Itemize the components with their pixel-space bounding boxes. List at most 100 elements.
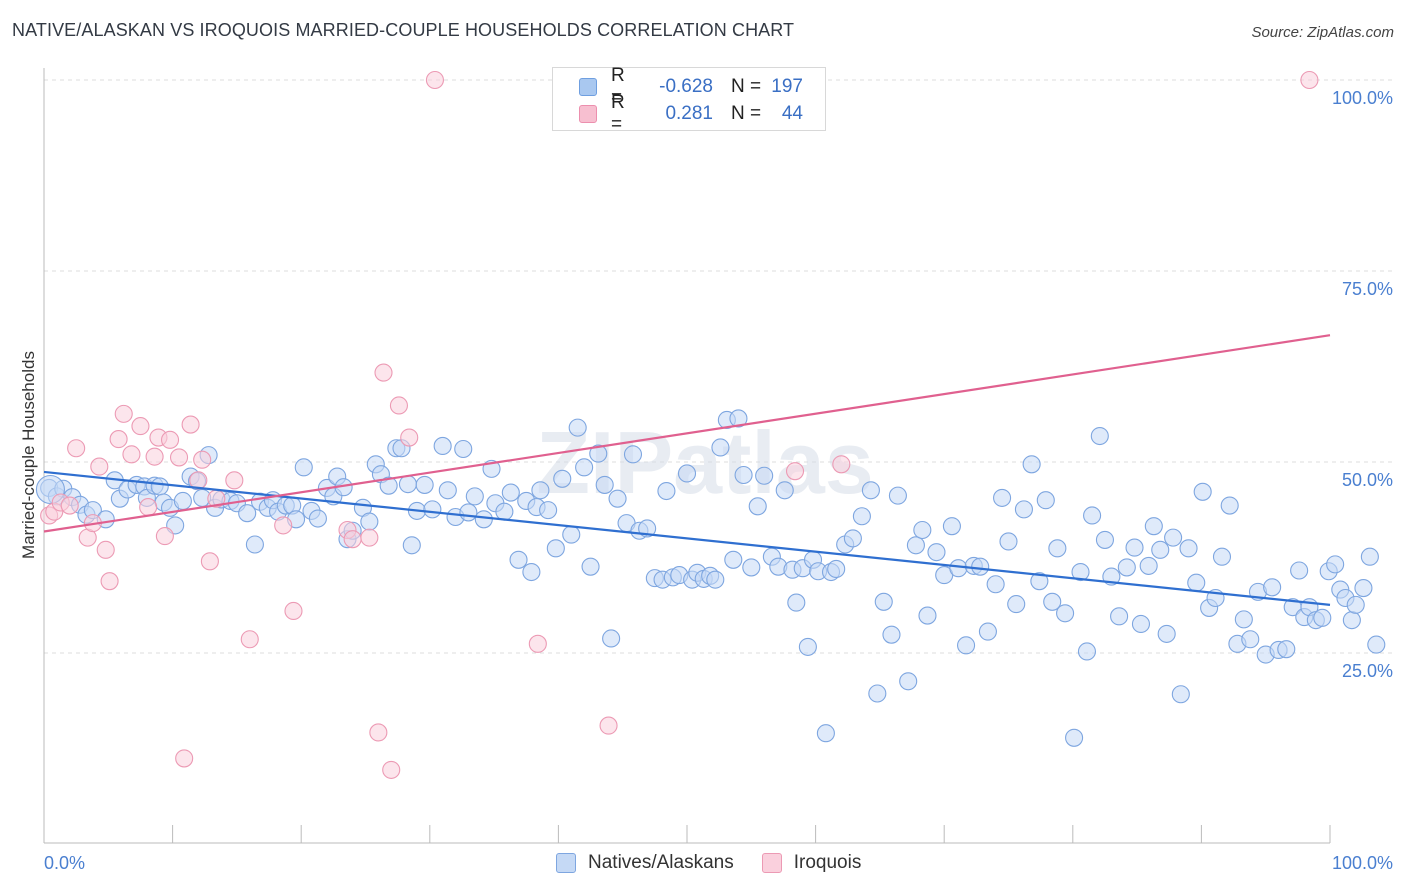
point-iroquois (60, 496, 79, 515)
point-natives (734, 465, 753, 485)
axes (43, 68, 1331, 844)
point-natives (360, 512, 379, 531)
point-natives (1077, 642, 1096, 661)
point-natives (238, 504, 257, 523)
x-tick-label: 0.0% (44, 853, 85, 873)
point-natives (724, 550, 743, 569)
legend-swatch-natives (579, 78, 597, 96)
point-natives (465, 487, 484, 506)
point-iroquois (785, 462, 805, 481)
point-natives (748, 497, 767, 516)
point-natives (568, 418, 587, 437)
point-iroquois (145, 447, 164, 466)
point-iroquois (200, 552, 219, 571)
stats-legend: R = -0.628 N = 197 R = 0.281 N = 44 (552, 65, 826, 135)
point-natives (1187, 573, 1206, 592)
point-natives (602, 629, 621, 648)
point-natives (581, 557, 600, 576)
point-iroquois (599, 716, 618, 735)
point-natives (1048, 539, 1067, 558)
point-natives (918, 606, 937, 625)
point-natives (843, 529, 862, 548)
point-natives (623, 445, 643, 464)
point-iroquois (389, 396, 408, 415)
point-iroquois (400, 428, 419, 447)
point-iroquois (96, 540, 115, 559)
point-natives (798, 637, 817, 656)
point-natives (509, 550, 528, 569)
point-natives (711, 438, 730, 457)
point-natives (398, 475, 417, 494)
point-natives (415, 475, 434, 494)
point-natives (1193, 482, 1212, 501)
point-natives (888, 486, 907, 505)
point-iroquois (139, 498, 158, 517)
point-iroquois (1300, 70, 1319, 90)
legend-item-iroquois[interactable]: Iroquois (761, 852, 862, 874)
legend-row-iroquois: R = 0.281 N = 44 (579, 92, 803, 135)
point-natives (882, 625, 901, 644)
point-natives (1241, 630, 1260, 649)
point-natives (1354, 579, 1373, 598)
legend-item-natives[interactable]: Natives/Alaskans (556, 852, 734, 874)
point-natives (993, 488, 1012, 507)
point-natives (1220, 496, 1239, 515)
legend-n-value: 44 (781, 103, 803, 124)
point-natives (816, 724, 835, 743)
point-natives (501, 483, 520, 502)
point-natives (1125, 538, 1144, 557)
point-natives (562, 525, 581, 544)
point-natives (827, 559, 846, 579)
point-natives (1117, 558, 1136, 577)
point-iroquois (369, 723, 388, 742)
point-iroquois (160, 430, 180, 449)
point-natives (1346, 595, 1365, 614)
point-natives (1090, 426, 1109, 446)
point-natives (677, 464, 697, 483)
point-natives (459, 503, 478, 522)
point-natives (971, 557, 990, 576)
point-natives (454, 439, 473, 459)
point-natives (1083, 506, 1102, 525)
point-natives (861, 481, 880, 500)
point-natives (546, 539, 565, 558)
y-tick-label: 50.0% (1342, 470, 1393, 490)
point-natives (531, 481, 550, 500)
point-natives (1263, 578, 1282, 597)
point-iroquois (122, 445, 141, 464)
legend-label-natives: Natives/Alaskans (588, 852, 734, 873)
point-natives (775, 481, 794, 500)
series-legend: Natives/Alaskans Iroquois (556, 852, 889, 874)
point-iroquois (374, 363, 393, 382)
point-natives (402, 536, 421, 555)
chart-title: NATIVE/ALASKAN VS IROQUOIS MARRIED-COUPL… (12, 20, 795, 40)
legend-row-natives: R = -0.628 N = 197 (579, 65, 803, 108)
point-natives (1360, 547, 1379, 566)
point-iroquois (114, 404, 133, 423)
point-natives (308, 509, 327, 528)
point-natives (495, 502, 514, 521)
point-natives (522, 562, 541, 582)
point-natives (553, 469, 572, 488)
trend-line-iroquois (43, 334, 1331, 533)
point-natives (1144, 517, 1163, 536)
legend-swatch-iroquois (579, 105, 597, 123)
legend-label-iroquois: Iroquois (793, 852, 862, 873)
legend-n-value: 197 (771, 76, 803, 97)
point-natives (1164, 528, 1183, 547)
point-natives (1277, 640, 1296, 659)
point-natives (927, 543, 946, 562)
point-natives (595, 475, 614, 494)
legend-n-label: N = (731, 103, 762, 124)
point-iroquois (193, 450, 212, 469)
point-iroquois (528, 634, 547, 653)
point-iroquois (240, 630, 259, 649)
x-tick-label: 100.0% (1332, 853, 1393, 873)
point-natives (1036, 491, 1055, 510)
point-natives (1157, 624, 1176, 643)
point-iroquois (169, 448, 189, 467)
point-natives (1007, 595, 1026, 614)
point-natives (1290, 561, 1309, 580)
series-natives-alaskans (35, 409, 1386, 747)
